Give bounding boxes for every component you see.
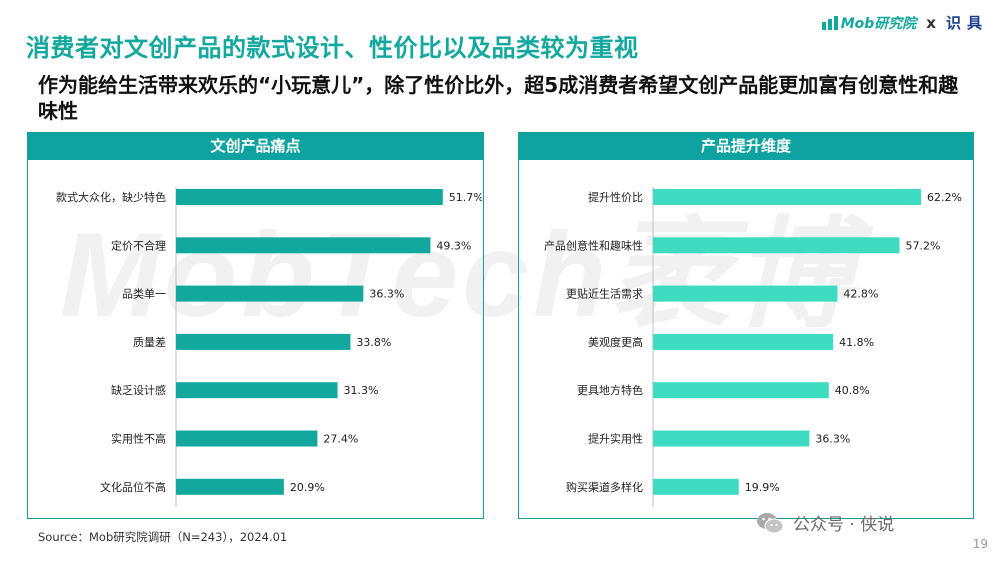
improvement-title: 产品提升维度 xyxy=(519,133,973,160)
pain-points-chart: 款式大众化，缺少特色 51.7% 定价不合理 49.3% 品类单一 36.3% 质量差 33.… xyxy=(56,187,482,507)
bar-category-label: 更具地方特色 xyxy=(577,383,643,397)
bar-2 xyxy=(653,285,838,302)
brand-separator: x xyxy=(926,14,936,32)
bar-2 xyxy=(176,285,364,302)
bar-value-label: 42.8% xyxy=(843,288,878,301)
page-subtitle: 作为能给生活带来欢乐的“小玩意儿”，除了性价比外，超5成消费者希望文创产品能更加… xyxy=(38,73,959,123)
bar-0 xyxy=(176,189,443,205)
bar-value-label: 49.3% xyxy=(436,239,471,252)
bar-value-label: 31.3% xyxy=(344,384,379,397)
page-title: 消费者对文创产品的款式设计、性价比以及品类较为重视 xyxy=(26,34,639,62)
bar-category-label: 定价不合理 xyxy=(111,238,166,252)
bar-0 xyxy=(653,189,921,205)
bar-value-label: 51.7% xyxy=(449,191,482,204)
bar-value-label: 40.8% xyxy=(835,384,870,397)
bar-value-label: 62.2% xyxy=(927,191,962,204)
bar-value-label: 36.3% xyxy=(815,433,850,446)
bar-category-label: 款式大众化，缺少特色 xyxy=(56,190,166,204)
wechat-text: 公众号 · 侠说 xyxy=(793,515,895,535)
bar-4 xyxy=(653,382,829,399)
bar-category-label: 更贴近生活需求 xyxy=(566,287,643,301)
mob-logo-icon xyxy=(821,16,838,30)
bar-category-label: 提升性价比 xyxy=(588,190,643,204)
bar-value-label: 19.9% xyxy=(745,481,780,494)
bar-category-label: 美观度更高 xyxy=(588,335,643,349)
mob-logo: Mob研究院 xyxy=(821,13,917,33)
bar-5 xyxy=(176,430,318,447)
bar-value-label: 20.9% xyxy=(290,481,325,494)
bar-4 xyxy=(176,382,338,399)
bar-category-label: 提升实用性 xyxy=(588,432,643,446)
bar-category-label: 品类单一 xyxy=(122,287,166,301)
bar-category-label: 文化品位不高 xyxy=(100,480,166,494)
bar-category-label: 缺乏设计感 xyxy=(111,383,166,397)
bar-category-label: 质量差 xyxy=(133,335,166,349)
bar-category-label: 产品创意性和趣味性 xyxy=(544,238,643,252)
mob-logo-text: Mob研究院 xyxy=(840,16,917,32)
shiju-logo-text: 识具 xyxy=(945,14,988,32)
shiju-logo: 识具 xyxy=(946,15,988,31)
source-note: Source：Mob研究院调研（N=243），2024.01 xyxy=(38,530,288,544)
pain-points-title: 文创产品痛点 xyxy=(28,133,483,160)
improvement-chart: 提升性价比 62.2% 产品创意性和趣味性 57.2% 更贴近生活需求 42.8% 美观度更… xyxy=(544,187,962,507)
bar-6 xyxy=(653,478,739,495)
improvement-panel: 产品提升维度 提升性价比 62.2% 产品创意性和趣味性 57.2% 更贴近生活需求 42… xyxy=(518,132,974,519)
bar-value-label: 27.4% xyxy=(323,433,358,446)
bar-category-label: 购买渠道多样化 xyxy=(566,480,643,494)
wechat-watermark: 公众号 · 侠说 xyxy=(755,510,894,535)
bar-1 xyxy=(176,237,431,254)
bar-value-label: 33.8% xyxy=(356,336,391,349)
bar-value-label: 57.2% xyxy=(905,239,940,252)
bar-6 xyxy=(176,478,284,495)
bar-5 xyxy=(653,430,810,447)
bar-3 xyxy=(653,333,834,350)
bar-value-label: 41.8% xyxy=(839,336,874,349)
brand-area: Mob研究院 x 识具 xyxy=(821,6,988,40)
bar-value-label: 36.3% xyxy=(369,288,404,301)
bar-1 xyxy=(653,237,900,254)
pain-points-panel: 文创产品痛点 款式大众化，缺少特色 51.7% 定价不合理 49.3% 品类单一 36.3… xyxy=(27,132,484,519)
wechat-icon xyxy=(757,512,784,533)
bar-3 xyxy=(176,333,351,350)
page-number: 19 xyxy=(972,537,988,551)
bar-category-label: 实用性不高 xyxy=(111,432,166,446)
